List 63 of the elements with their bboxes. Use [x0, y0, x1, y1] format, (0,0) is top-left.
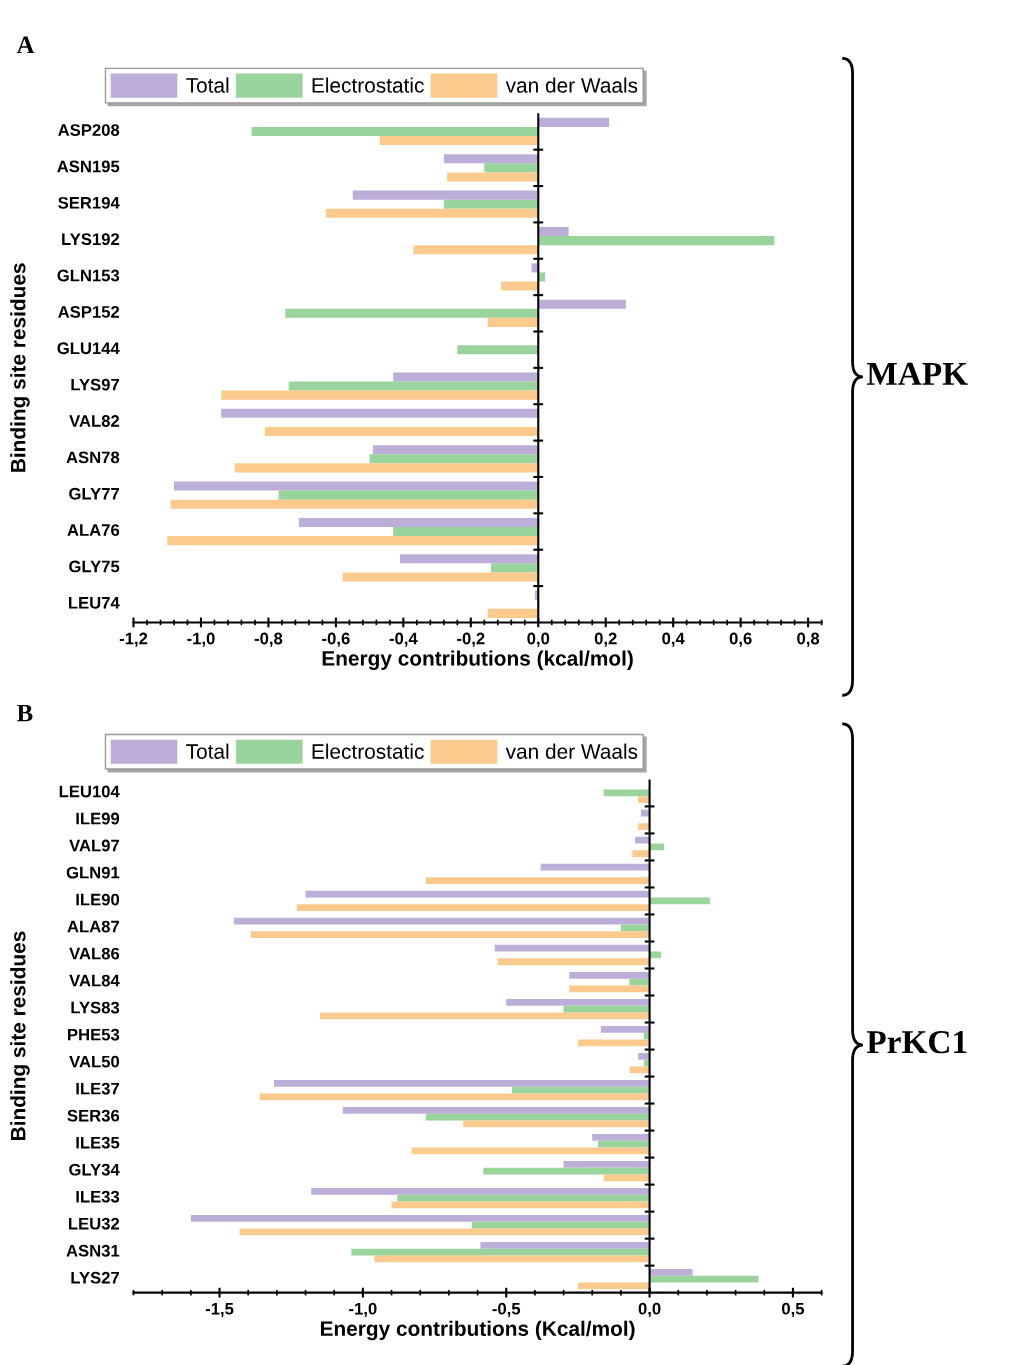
y-tick-label: ASP208: [58, 124, 120, 136]
y-tick-label: LYS97: [71, 378, 120, 391]
x-axis-title: Energy contributions (kcal/mol): [322, 650, 633, 670]
y-tick-label: ILE99: [76, 812, 120, 825]
x-tick-label: 0,5: [782, 1302, 805, 1318]
legend-label: van der Waals: [505, 77, 638, 93]
y-tick-label: GLN91: [66, 866, 120, 879]
chart-title: A: [16, 36, 35, 54]
x-tick-label: -0,5: [492, 1302, 521, 1318]
x-tick-label: -0,4: [389, 632, 418, 647]
text: MAPK: [866, 362, 968, 385]
x-axis-title: Energy contributions (Kcal/mol): [320, 1320, 635, 1341]
y-tick-label: LYS83: [71, 1001, 120, 1014]
x-tick-label: -1,2: [119, 632, 148, 647]
y-tick-label: SER36: [67, 1109, 120, 1122]
y-tick-label: ILE33: [76, 1190, 120, 1203]
y-tick-label: ASN78: [66, 451, 120, 464]
y-tick-label: ASN31: [66, 1244, 120, 1257]
x-tick-label: -1,0: [349, 1302, 377, 1318]
legend-label: Electrostatic: [312, 743, 424, 759]
y-tick-label: GLY34: [69, 1163, 120, 1176]
legend-label: Total: [186, 77, 229, 93]
x-tick-label: 0,0: [527, 632, 550, 647]
y-axis-title: Binding site residues: [10, 931, 30, 1140]
legend-label: Total: [186, 743, 229, 759]
x-tick-label: 0,4: [662, 632, 685, 647]
y-tick-label: VAL82: [69, 415, 120, 427]
y-tick-label: ASN195: [57, 160, 120, 173]
y-tick-label: LYS27: [71, 1271, 120, 1284]
y-tick-label: VAL97: [69, 839, 120, 852]
y-tick-label: LEU32: [68, 1217, 120, 1230]
y-tick-label: GLY75: [69, 560, 120, 573]
legend-label: van der Waals: [505, 743, 638, 759]
chart-title: B: [16, 704, 33, 722]
x-tick-label: 0,2: [594, 632, 617, 647]
y-tick-label: ILE37: [76, 1082, 120, 1095]
y-tick-label: VAL84: [69, 974, 120, 987]
y-axis-title: Binding site residues: [10, 263, 30, 472]
x-tick-label: 0,0: [638, 1302, 661, 1318]
x-tick-label: -1,0: [187, 632, 215, 647]
x-tick-label: -0,8: [254, 632, 283, 647]
x-tick-label: -0,2: [457, 632, 485, 647]
y-tick-label: LYS192: [62, 233, 120, 246]
y-tick-label: ILE35: [76, 1136, 120, 1149]
y-tick-label: ASP152: [58, 305, 120, 318]
y-tick-label: PHE53: [68, 1028, 120, 1041]
legend-label: Electrostatic: [312, 77, 424, 93]
y-tick-label: VAL50: [69, 1055, 120, 1068]
y-tick-label: VAL86: [69, 947, 120, 960]
y-tick-label: GLU144: [57, 342, 120, 355]
y-tick-label: ALA76: [67, 524, 120, 536]
y-tick-label: LEU104: [59, 785, 120, 798]
y-tick-label: GLY77: [69, 487, 120, 500]
y-tick-label: LEU74: [68, 597, 120, 609]
x-tick-label: 0,8: [797, 632, 820, 647]
y-tick-label: ILE90: [76, 893, 120, 906]
y-tick-label: ALA87: [67, 920, 120, 933]
y-tick-label: SER194: [58, 196, 120, 209]
x-tick-label: 0,6: [729, 632, 752, 647]
x-tick-label: -1,5: [205, 1302, 234, 1318]
x-tick-label: -0,6: [322, 632, 350, 647]
text: PrKC1: [866, 1030, 967, 1054]
y-tick-label: GLN153: [57, 269, 120, 282]
